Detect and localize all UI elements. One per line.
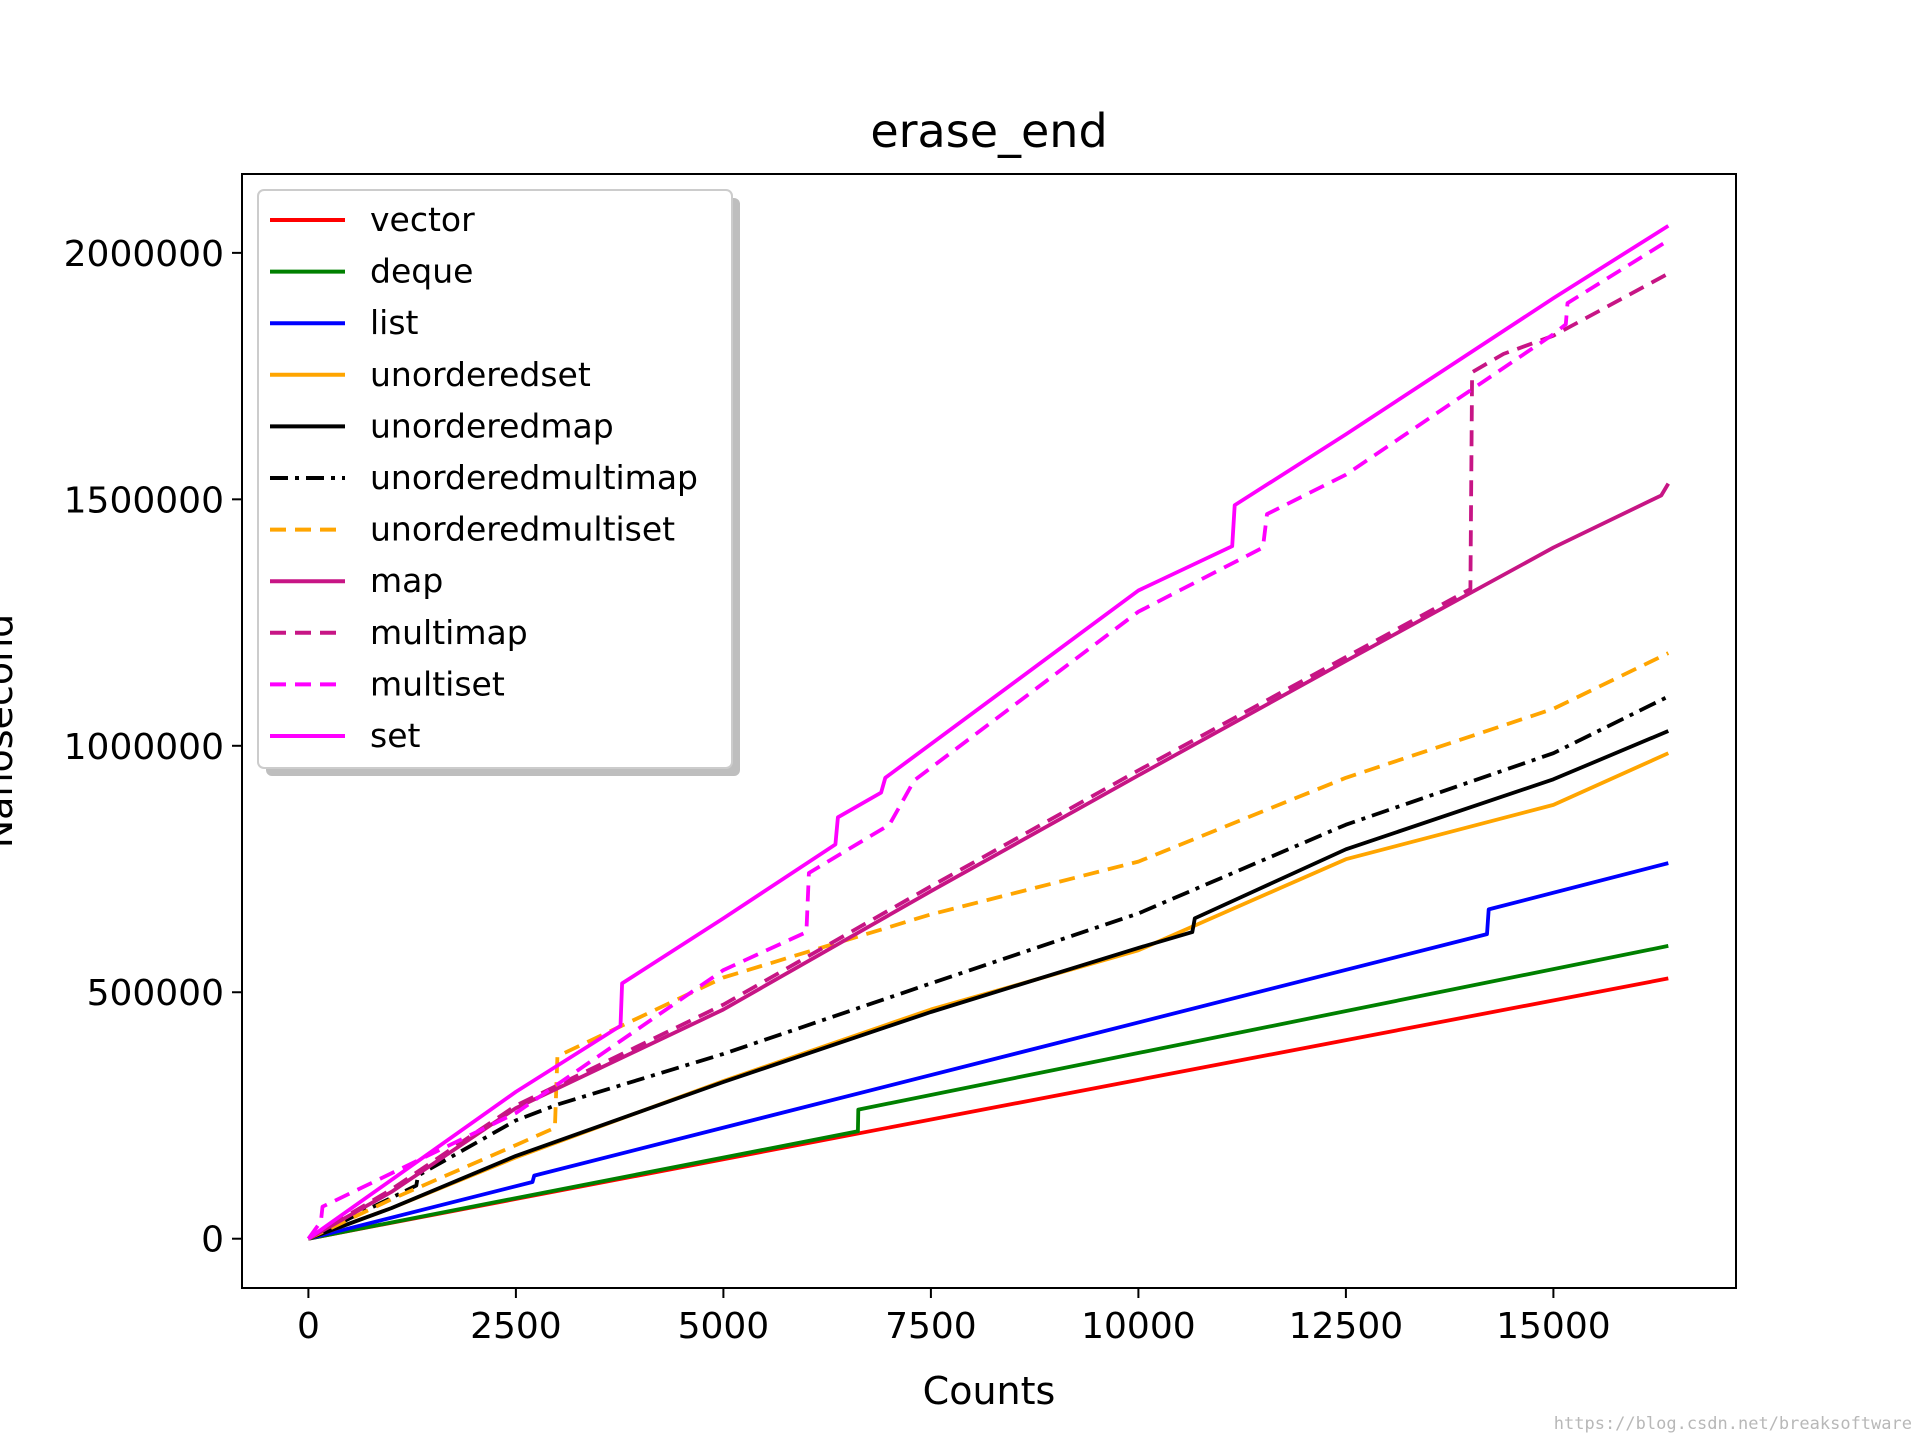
watermark-text: https://blog.csdn.net/breaksoftware <box>1553 1414 1912 1434</box>
y-tick-label: 1500000 <box>64 480 224 521</box>
legend-label-list: list <box>370 303 419 342</box>
series-line-multiset <box>306 238 1670 1240</box>
y-tick-label: 1000000 <box>64 727 224 768</box>
plot-area-frame <box>241 173 1737 1289</box>
series-line-unorderedmultimap <box>307 694 1670 1241</box>
x-tick-label: 12500 <box>1289 1306 1404 1347</box>
legend-label-vector: vector <box>370 200 475 239</box>
series-line-unorderedmultiset <box>307 651 1670 1241</box>
series-line-map <box>307 482 1670 1241</box>
chart-title: erase_end <box>870 104 1107 158</box>
y-axis-label: Nanosecond <box>0 614 21 849</box>
legend-label-deque: deque <box>370 252 473 291</box>
x-tick-label: 5000 <box>678 1306 770 1347</box>
y-tick-label: 2000000 <box>64 234 224 275</box>
x-tick-label: 2500 <box>470 1306 562 1347</box>
legend-box <box>257 189 733 769</box>
legend-label-set: set <box>370 716 420 755</box>
legend-label-unorderedmultiset: unorderedmultiset <box>370 510 675 549</box>
x-axis-label: Counts <box>923 1369 1056 1413</box>
legend-label-unorderedset: unorderedset <box>370 355 591 394</box>
legend-items: vector deque list unorderedset unorderedmap u… <box>270 200 698 755</box>
series-line-set <box>307 224 1670 1241</box>
series-line-deque <box>308 944 1669 1241</box>
y-tick-label: 0 <box>201 1220 224 1261</box>
series-line-list <box>307 861 1669 1241</box>
legend-label-multimap: multimap <box>370 613 528 652</box>
x-tick-label: 15000 <box>1496 1306 1611 1347</box>
legend-label-map: map <box>370 561 443 600</box>
legend-label-multiset: multiset <box>370 664 505 703</box>
x-tick-label: 10000 <box>1081 1306 1196 1347</box>
x-axis-ticks: 0 2500 5000 7500 10000 12500 15000 <box>297 1288 1611 1347</box>
series-line-unorderedmap <box>307 729 1670 1241</box>
legend: vector deque list unorderedset unorderedmap u… <box>257 189 740 776</box>
legend-label-unorderedmap: unorderedmap <box>370 406 614 445</box>
legend-label-unorderedmultimap: unorderedmultimap <box>370 458 698 497</box>
y-tick-label: 500000 <box>87 973 224 1014</box>
series-layer <box>306 224 1670 1241</box>
x-tick-label: 0 <box>297 1306 320 1347</box>
x-tick-label: 7500 <box>885 1306 977 1347</box>
y-axis-ticks: 0 500000 1000000 1500000 2000000 <box>64 234 242 1261</box>
